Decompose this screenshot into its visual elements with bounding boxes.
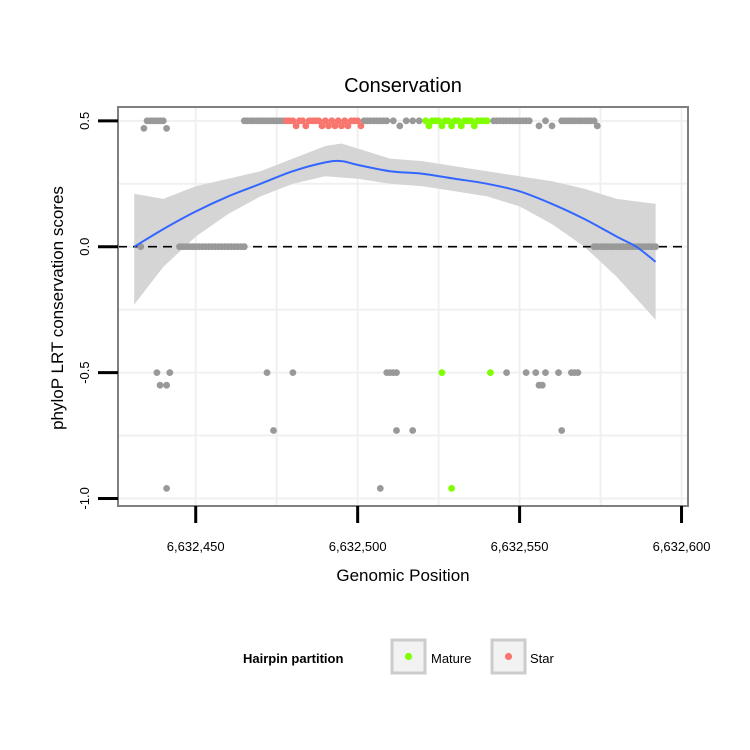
- data-point: [389, 117, 397, 125]
- smooth-curve: [133, 159, 657, 263]
- data-point: [357, 122, 365, 130]
- data-points: [137, 117, 659, 492]
- legend-title: Hairpin partition: [243, 651, 343, 666]
- y-tick-label: -0.5: [77, 361, 92, 383]
- data-point: [163, 485, 171, 492]
- legend: Hairpin partition Mature Star: [243, 638, 555, 675]
- chart-title: Conservation: [344, 75, 462, 97]
- data-point: [163, 124, 171, 132]
- plot-border: [117, 106, 689, 507]
- data-point: [487, 369, 494, 376]
- data-point: [302, 122, 310, 130]
- data-point: [538, 381, 546, 389]
- data-point: [140, 124, 148, 132]
- x-tick-label: 6,632,550: [491, 539, 549, 554]
- data-point: [163, 381, 171, 389]
- data-point: [503, 369, 510, 376]
- data-point: [409, 117, 417, 125]
- data-point: [457, 122, 465, 130]
- legend-entry-mature: Mature: [390, 638, 471, 675]
- data-point: [321, 117, 329, 125]
- data-point: [558, 427, 566, 434]
- x-tick-label: 6,632,500: [329, 539, 387, 554]
- data-point: [532, 369, 540, 376]
- data-point: [299, 117, 306, 125]
- data-point: [448, 485, 455, 492]
- legend-swatch: [504, 652, 513, 661]
- x-tick-label: 6,632,600: [653, 539, 711, 554]
- data-point: [522, 369, 530, 376]
- data-point: [454, 117, 462, 125]
- y-axis-title: phyloP LRT conservation scores: [48, 186, 67, 430]
- data-point: [325, 122, 332, 130]
- data-point: [415, 117, 423, 125]
- y-axis: -1.0 -0.5 0.0 0.5: [77, 112, 118, 510]
- data-point: [652, 243, 659, 251]
- data-point: [338, 122, 345, 130]
- data-point: [354, 117, 362, 125]
- data-point: [448, 122, 455, 130]
- data-point: [396, 122, 404, 130]
- data-point: [376, 485, 384, 492]
- data-point: [331, 122, 339, 130]
- confidence-ribbon: [134, 143, 656, 320]
- data-point: [393, 427, 400, 434]
- data-point: [289, 369, 297, 376]
- data-point: [438, 369, 446, 376]
- y-tick-label: 0.0: [77, 238, 92, 256]
- data-point: [525, 117, 533, 125]
- series-other: [137, 117, 659, 492]
- data-point: [315, 117, 323, 125]
- data-point: [270, 427, 277, 434]
- data-point: [166, 369, 174, 376]
- legend-entry-star: Star: [490, 638, 555, 675]
- data-point: [535, 122, 543, 130]
- data-point: [402, 117, 410, 125]
- data-point: [435, 117, 442, 125]
- data-point: [409, 427, 417, 434]
- data-point: [334, 117, 342, 125]
- data-point: [344, 122, 352, 130]
- data-point: [470, 122, 478, 130]
- legend-swatch: [404, 652, 413, 661]
- data-point: [159, 117, 167, 125]
- data-point: [542, 117, 549, 125]
- legend-label: Mature: [431, 651, 471, 666]
- series-mature: [422, 117, 494, 492]
- x-tick-label: 6,632,450: [167, 539, 225, 554]
- data-point: [574, 369, 582, 376]
- data-point: [444, 117, 452, 125]
- plot-panel: [117, 106, 689, 507]
- data-point: [467, 117, 475, 125]
- data-point: [593, 122, 601, 130]
- data-point: [555, 369, 562, 376]
- data-point: [289, 117, 297, 125]
- data-point: [438, 122, 446, 130]
- data-point: [341, 117, 349, 125]
- x-axis: 6,632,450 6,632,500 6,632,550 6,632,600: [167, 506, 711, 554]
- series-star: [283, 117, 365, 130]
- data-point: [328, 117, 336, 125]
- y-tick-label: 0.5: [77, 112, 92, 130]
- data-point: [425, 122, 433, 130]
- data-point: [542, 369, 549, 376]
- data-point: [292, 122, 300, 130]
- data-point: [156, 381, 164, 389]
- data-point: [240, 243, 248, 251]
- data-point: [393, 369, 400, 376]
- data-point: [153, 369, 161, 376]
- data-point: [590, 117, 598, 125]
- legend-label: Star: [530, 651, 555, 666]
- y-tick-label: -1.0: [77, 487, 92, 509]
- data-point: [318, 122, 326, 130]
- data-point: [548, 122, 556, 130]
- data-point: [383, 117, 391, 125]
- data-point: [422, 117, 430, 125]
- data-point: [483, 117, 491, 125]
- data-point: [263, 369, 271, 376]
- x-axis-title: Genomic Position: [336, 566, 469, 585]
- data-point: [137, 243, 145, 251]
